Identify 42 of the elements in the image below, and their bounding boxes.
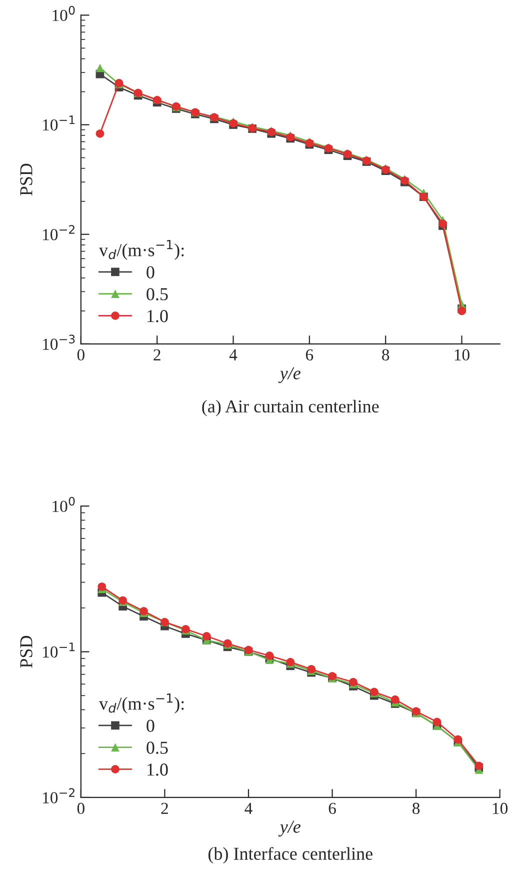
x-tick-label: 2: [154, 349, 160, 360]
x-tick-label: 4: [229, 349, 238, 360]
point: [98, 582, 106, 591]
x-tick-label: 8: [412, 802, 420, 814]
y-tick-label: 10$^{0}$: [52, 6, 75, 22]
point: [96, 64, 104, 72]
y-tick-label: 10$^{0}$: [52, 496, 75, 512]
x-tick-label: 10: [454, 349, 470, 361]
legend-label: 0.5: [146, 288, 168, 300]
point: [390, 695, 400, 704]
legend-title: v$_{d}$/(m·s$^{−1}$):: [98, 240, 184, 260]
y-axis-title: PSD: [20, 164, 32, 196]
y-axis-title: PSD: [20, 636, 32, 668]
point: [202, 632, 211, 640]
text: (b) Interface centerline: [208, 846, 372, 864]
x-tick-label: 6: [306, 349, 314, 361]
y-tick-label: 10$^{−1}$: [43, 116, 75, 131]
x-tick-label: 4: [244, 802, 252, 814]
x-tick-label: 0: [77, 802, 84, 814]
point: [458, 306, 466, 316]
x-axis-title: y/e: [278, 820, 300, 837]
y-tick-label: 10$^{−3}$: [43, 334, 75, 350]
point: [454, 735, 462, 744]
y-tick-label: 10$^{−2}$: [43, 225, 74, 240]
x-tick-label: 8: [382, 349, 390, 361]
y-tick-label: 10$^{−1}$: [43, 642, 75, 658]
point: [432, 718, 442, 726]
legend-label: 0: [146, 720, 154, 732]
y-tick-label: 10$^{−2}$: [43, 788, 74, 804]
point: [96, 129, 104, 138]
x-tick-label: 10: [492, 802, 508, 814]
x-tick-label: 0: [77, 349, 84, 361]
legend-title: v$_{d}$/(m·s$^{−1}$):: [98, 693, 184, 714]
legend-label: 0: [146, 266, 154, 278]
text: (a) Air curtain centerline: [202, 400, 379, 416]
x-tick-label: 6: [328, 802, 336, 814]
point: [265, 652, 274, 660]
x-tick-label: 2: [161, 802, 168, 814]
legend-label: 0.5: [146, 742, 168, 754]
x-axis-title: y/e: [278, 367, 300, 384]
legend-label: 1.0: [148, 764, 168, 776]
legend-label: 1.0: [148, 310, 168, 322]
